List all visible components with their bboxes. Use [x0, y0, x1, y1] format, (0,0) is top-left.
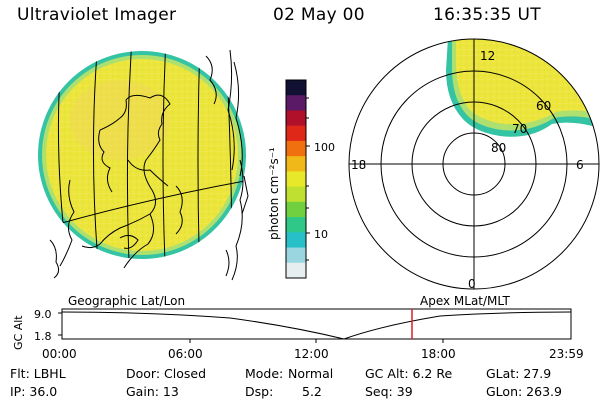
gain-info: Gain: 13 — [126, 384, 179, 399]
colorbar-band — [286, 201, 306, 218]
mlt-label-6: 6 — [576, 158, 584, 172]
instrument-title: Ultraviolet Imager — [17, 5, 177, 25]
colorbar-band — [286, 262, 306, 279]
xtick-0000: 00:00 — [42, 347, 77, 361]
xtick-0600: 06:00 — [168, 347, 203, 361]
gc-alt-info: GC Alt: 6.2 Re — [365, 366, 453, 381]
polar-mlat-mlt-plot: 12 6 0 18 60 70 80 — [348, 38, 600, 291]
color-scale-gradient — [286, 80, 306, 279]
mlat-label-80: 80 — [491, 141, 506, 155]
colorbar-band — [286, 125, 306, 142]
mlat-label-60: 60 — [536, 99, 551, 113]
ytick-1.8: 1.8 — [34, 330, 52, 343]
dsp-value: 5.2 — [302, 384, 322, 399]
filter-info: Flt: LBHL — [10, 366, 66, 381]
colorbar-band — [286, 156, 306, 172]
mlt-label-12: 12 — [480, 49, 495, 63]
mlt-label-18: 18 — [351, 158, 366, 172]
timeline-left-label: Geographic Lat/Lon — [68, 294, 185, 308]
timeline-yaxis-label: GC Alt — [12, 315, 25, 350]
color-scale-bar: 100 10 photon cm⁻²s⁻¹ — [267, 79, 335, 279]
coastline-outlines — [49, 55, 217, 279]
colorbar-tick-10: 10 — [314, 228, 328, 241]
xtick-1200: 12:00 — [294, 347, 329, 361]
seq-info: Seq: 39 — [365, 384, 413, 399]
colorbar-band — [286, 110, 306, 127]
geographic-globe-image — [38, 49, 249, 281]
colorbar-band — [286, 140, 306, 157]
xtick-1800: 18:00 — [421, 347, 456, 361]
time-label: 16:35:35 UT — [433, 5, 541, 25]
colorbar-unit-label: photon cm⁻²s⁻¹ — [267, 147, 281, 240]
ip-info: IP: 36.0 — [10, 384, 58, 399]
orbit-altitude-timeline: Geographic Lat/Lon Apex MLat/MLT GC Alt … — [12, 294, 584, 361]
door-info: Door: Closed — [126, 366, 207, 381]
glon-info: GLon: 263.9 — [486, 384, 562, 399]
mlt-label-0: 0 — [468, 277, 476, 291]
mode-value: Normal — [288, 366, 334, 381]
colorbar-band — [286, 171, 306, 188]
timeline-right-label: Apex MLat/MLT — [420, 294, 510, 308]
colorbar-band — [286, 217, 306, 233]
colorbar-band — [286, 95, 306, 111]
colorbar-band — [286, 80, 306, 96]
glat-info: GLat: 27.9 — [486, 366, 552, 381]
ytick-9.0: 9.0 — [34, 308, 52, 321]
mlat-label-70: 70 — [512, 122, 527, 136]
colorbar-band — [286, 247, 306, 264]
colorbar-tick-100: 100 — [314, 141, 335, 154]
date-label: 02 May 00 — [273, 5, 365, 25]
xtick-2359: 23:59 — [549, 347, 584, 361]
mode-label: Mode: — [245, 366, 284, 381]
coastline-offdisk — [225, 49, 249, 281]
altitude-curve — [61, 311, 572, 340]
colorbar-band — [286, 232, 306, 249]
colorbar-band — [286, 186, 306, 203]
dsp-label: Dsp: — [245, 384, 274, 399]
